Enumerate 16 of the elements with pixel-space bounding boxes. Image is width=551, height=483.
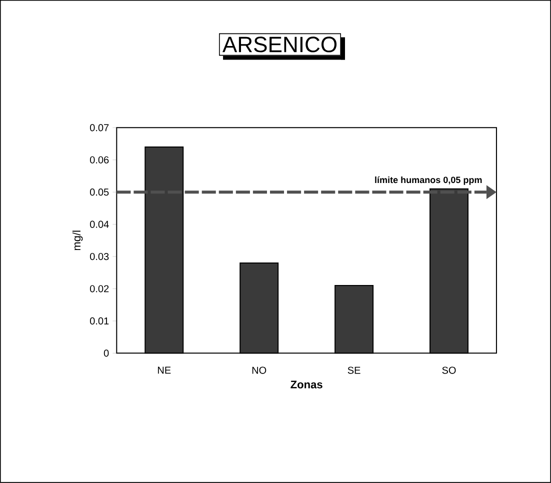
x-tick-label: SE	[348, 366, 360, 374]
x-tick-label: NO	[252, 366, 266, 374]
x-tick-label: NE	[158, 366, 171, 374]
chart-title: ARSENICO	[222, 36, 337, 52]
y-axis-title: mg/l	[72, 230, 83, 250]
x-axis-title: Zonas	[290, 380, 322, 388]
y-tick-label: 0.01	[90, 317, 109, 325]
y-tick-label: 0.06	[90, 156, 109, 164]
y-tick-label: 0.02	[90, 285, 109, 292]
y-tick-label: 0	[104, 350, 109, 357]
y-tick-label: 0.07	[90, 124, 109, 132]
x-tick-label: SO	[442, 366, 456, 374]
y-tick-label: 0.04	[90, 220, 109, 228]
y-tick-label: 0.03	[90, 253, 109, 260]
y-tick-label: 0.05	[90, 188, 109, 196]
ref-line-label: límite humanos 0,05 ppm	[375, 176, 482, 185]
